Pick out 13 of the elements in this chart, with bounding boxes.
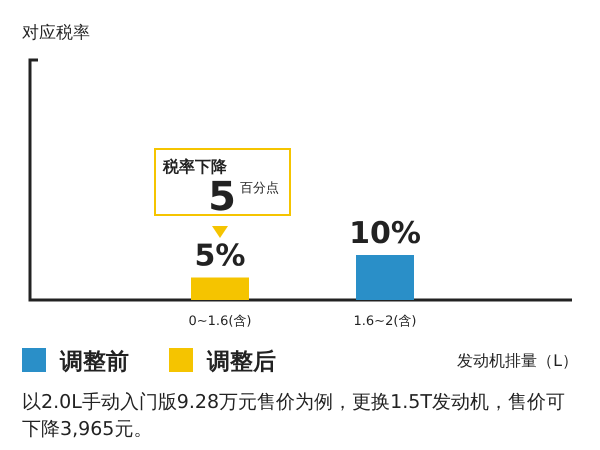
annotation: 下降3,965元。	[22, 418, 152, 440]
annotation: 百分点	[240, 181, 279, 196]
legend: 调整前	[60, 349, 129, 375]
legend: 调整后	[207, 349, 276, 375]
data-label: 10%	[349, 216, 421, 251]
annotation: 5	[208, 174, 236, 220]
category: 1.6~2(含)	[354, 314, 416, 329]
data-label: 5%	[194, 238, 246, 274]
category: 0~1.6(含)	[188, 314, 252, 329]
annotation: 对应税率	[22, 23, 90, 43]
annotation: 税率下降	[163, 157, 227, 176]
xlabel: 发动机排量（L）	[457, 351, 578, 370]
annotation: 以2.0L手动入门版9.28万元售价为例，更换1.5T发动机，售价可	[22, 391, 565, 413]
